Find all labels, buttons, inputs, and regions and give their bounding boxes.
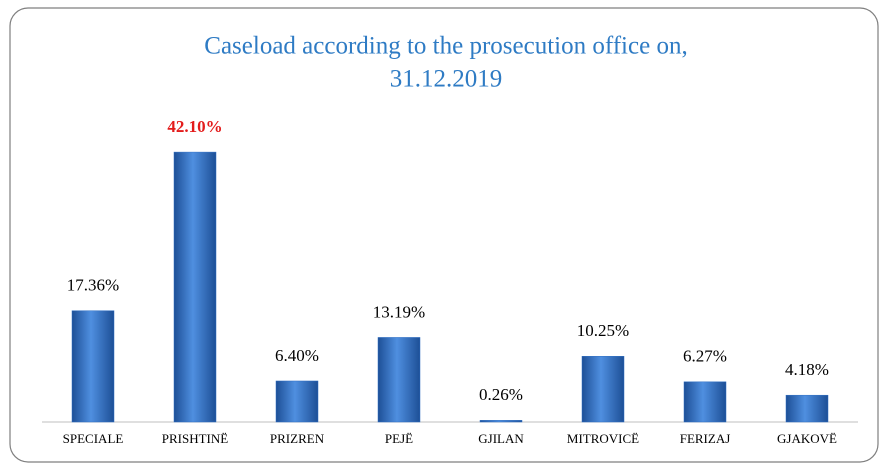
bar	[173, 151, 217, 423]
x-tick-label: FERIZAJ	[680, 431, 731, 446]
chart-title: 31.12.2019	[390, 66, 503, 93]
x-tick-label: MITROVICË	[567, 431, 639, 446]
data-label: 0.26%	[479, 385, 523, 404]
data-label: 10.25%	[577, 321, 629, 340]
data-label: 13.19%	[373, 302, 425, 321]
bar	[479, 420, 523, 423]
bar	[377, 337, 421, 423]
x-tick-label: SPECIALE	[63, 431, 124, 446]
data-label: 42.10%	[167, 117, 222, 136]
chart-title: Caseload according to the prosecution of…	[204, 33, 687, 60]
x-tick-label: GJILAN	[478, 431, 524, 446]
chart-frame	[9, 7, 879, 463]
bar	[683, 381, 727, 423]
data-label: 17.36%	[67, 276, 119, 295]
bar	[785, 394, 829, 423]
data-label: 4.18%	[785, 360, 829, 379]
data-label: 6.40%	[275, 346, 319, 365]
x-tick-label: PRISHTINË	[162, 431, 229, 446]
bar	[275, 380, 319, 423]
data-label: 6.27%	[683, 347, 727, 366]
x-tick-label: GJAKOVË	[777, 431, 837, 446]
x-tick-label: PRIZREN	[270, 431, 325, 446]
x-tick-label: PEJË	[385, 431, 413, 446]
bar	[581, 356, 625, 423]
bar	[71, 310, 115, 423]
